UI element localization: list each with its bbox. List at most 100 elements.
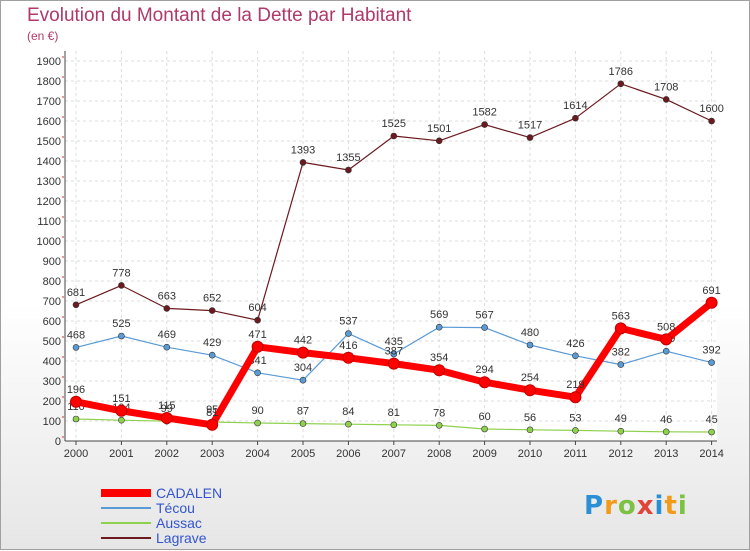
data-label-tcou: 537 — [339, 316, 357, 328]
data-point-aussac — [708, 428, 715, 436]
data-label-lagrave: 681 — [67, 287, 85, 299]
data-label-lagrave: 604 — [248, 302, 266, 314]
data-point-lagrave — [72, 301, 80, 309]
data-point-tcou — [435, 323, 443, 331]
legend-label: Aussac — [156, 515, 202, 531]
data-point-cadalen — [569, 391, 582, 404]
data-point-cadalen — [478, 376, 491, 389]
data-point-cadalen — [70, 395, 82, 408]
data-point-aussac — [435, 422, 443, 429]
data-point-lagrave — [118, 282, 125, 289]
y-tick-label: 1700 — [37, 96, 61, 108]
data-label-cadalen: 354 — [430, 352, 448, 364]
data-point-lagrave — [572, 114, 579, 122]
x-tick-label: 2007 — [382, 448, 406, 460]
data-label-aussac: 60 — [478, 411, 490, 423]
data-label-tcou: 569 — [430, 309, 448, 321]
data-point-tcou — [254, 369, 261, 377]
data-point-cadalen — [614, 322, 627, 335]
data-point-tcou — [526, 341, 534, 349]
data-point-aussac — [481, 425, 488, 433]
data-label-tcou: 304 — [294, 362, 312, 374]
data-label-lagrave: 1355 — [336, 152, 360, 164]
data-label-lagrave: 1582 — [472, 107, 496, 119]
data-label-lagrave: 1786 — [609, 66, 633, 78]
data-label-aussac: 84 — [342, 406, 354, 418]
data-label-aussac: 46 — [660, 414, 672, 426]
x-tick-label: 2011 — [564, 448, 588, 460]
data-label-tcou: 567 — [475, 310, 493, 322]
data-label-tcou: 468 — [67, 329, 85, 341]
data-point-cadalen — [342, 351, 355, 364]
y-tick-label: 1100 — [37, 216, 61, 228]
data-point-lagrave — [617, 80, 625, 88]
x-tick-label: 2008 — [427, 448, 451, 460]
data-point-tcou — [299, 376, 307, 384]
chart-title: Evolution du Montant de la Dette par Hab… — [27, 5, 412, 26]
data-label-cadalen: 115 — [158, 400, 176, 412]
legend-label: Técou — [156, 500, 195, 516]
data-label-tcou: 429 — [203, 337, 221, 349]
data-label-tcou: 382 — [612, 347, 630, 359]
data-label-cadalen: 508 — [657, 321, 675, 333]
y-tick-label: 900 — [43, 256, 61, 268]
y-tick-label: 1300 — [37, 176, 61, 188]
y-tick-label: 1900 — [37, 56, 61, 68]
y-tick-label: 800 — [43, 276, 61, 288]
data-point-cadalen — [387, 357, 400, 370]
data-label-lagrave: 778 — [112, 267, 130, 279]
data-point-cadalen — [705, 296, 718, 309]
x-tick-label: 2010 — [518, 448, 542, 460]
data-label-aussac: 90 — [251, 405, 263, 417]
y-tick-label: 1500 — [37, 136, 61, 148]
data-label-lagrave: 1501 — [427, 123, 451, 135]
data-point-cadalen — [297, 346, 309, 359]
data-label-lagrave: 1525 — [382, 118, 406, 130]
data-point-cadalen — [251, 340, 264, 353]
legend-label: Lagrave — [156, 530, 207, 546]
data-label-cadalen: 691 — [702, 285, 720, 297]
data-point-tcou — [208, 351, 216, 359]
data-point-lagrave — [254, 316, 261, 324]
data-label-tcou: 392 — [702, 345, 720, 357]
x-tick-label: 2012 — [609, 448, 633, 460]
data-point-tcou — [72, 344, 80, 351]
x-tick-label: 2001 — [109, 448, 133, 460]
y-tick-label: 100 — [43, 416, 61, 428]
data-label-lagrave: 663 — [158, 290, 176, 302]
data-label-lagrave: 1708 — [654, 81, 678, 93]
data-point-lagrave — [345, 166, 352, 174]
data-point-cadalen — [524, 384, 536, 397]
data-label-cadalen: 442 — [294, 335, 312, 347]
data-label-aussac: 87 — [297, 406, 309, 418]
data-point-aussac — [254, 419, 261, 427]
data-label-lagrave: 1614 — [563, 100, 587, 112]
data-point-cadalen — [433, 364, 446, 377]
data-label-lagrave: 1517 — [518, 120, 542, 132]
data-label-aussac: 45 — [705, 414, 717, 426]
data-point-lagrave — [662, 96, 670, 103]
data-point-lagrave — [435, 137, 443, 145]
data-label-cadalen: 294 — [475, 364, 493, 376]
data-label-cadalen: 219 — [566, 379, 584, 391]
data-label-cadalen: 151 — [112, 393, 130, 405]
data-label-tcou: 426 — [566, 338, 584, 350]
x-tick-label: 2013 — [654, 448, 678, 460]
x-tick-label: 2003 — [200, 448, 224, 460]
data-label-tcou: 435 — [385, 336, 403, 348]
data-label-cadalen: 563 — [612, 310, 630, 322]
y-tick-label: 700 — [43, 296, 61, 308]
data-label-tcou: 469 — [158, 329, 176, 341]
data-point-tcou — [163, 343, 171, 351]
data-point-aussac — [118, 416, 125, 424]
data-label-aussac: 53 — [569, 412, 581, 424]
legend-label: CADALEN — [156, 485, 222, 501]
y-tick-label: 1400 — [37, 156, 61, 168]
data-point-aussac — [526, 426, 534, 434]
y-tick-label: 1800 — [37, 76, 61, 88]
x-tick-label: 2004 — [245, 448, 269, 460]
data-label-cadalen: 471 — [248, 329, 266, 341]
data-point-aussac — [390, 421, 398, 429]
y-tick-label: 600 — [43, 316, 61, 328]
data-point-cadalen — [115, 404, 128, 417]
